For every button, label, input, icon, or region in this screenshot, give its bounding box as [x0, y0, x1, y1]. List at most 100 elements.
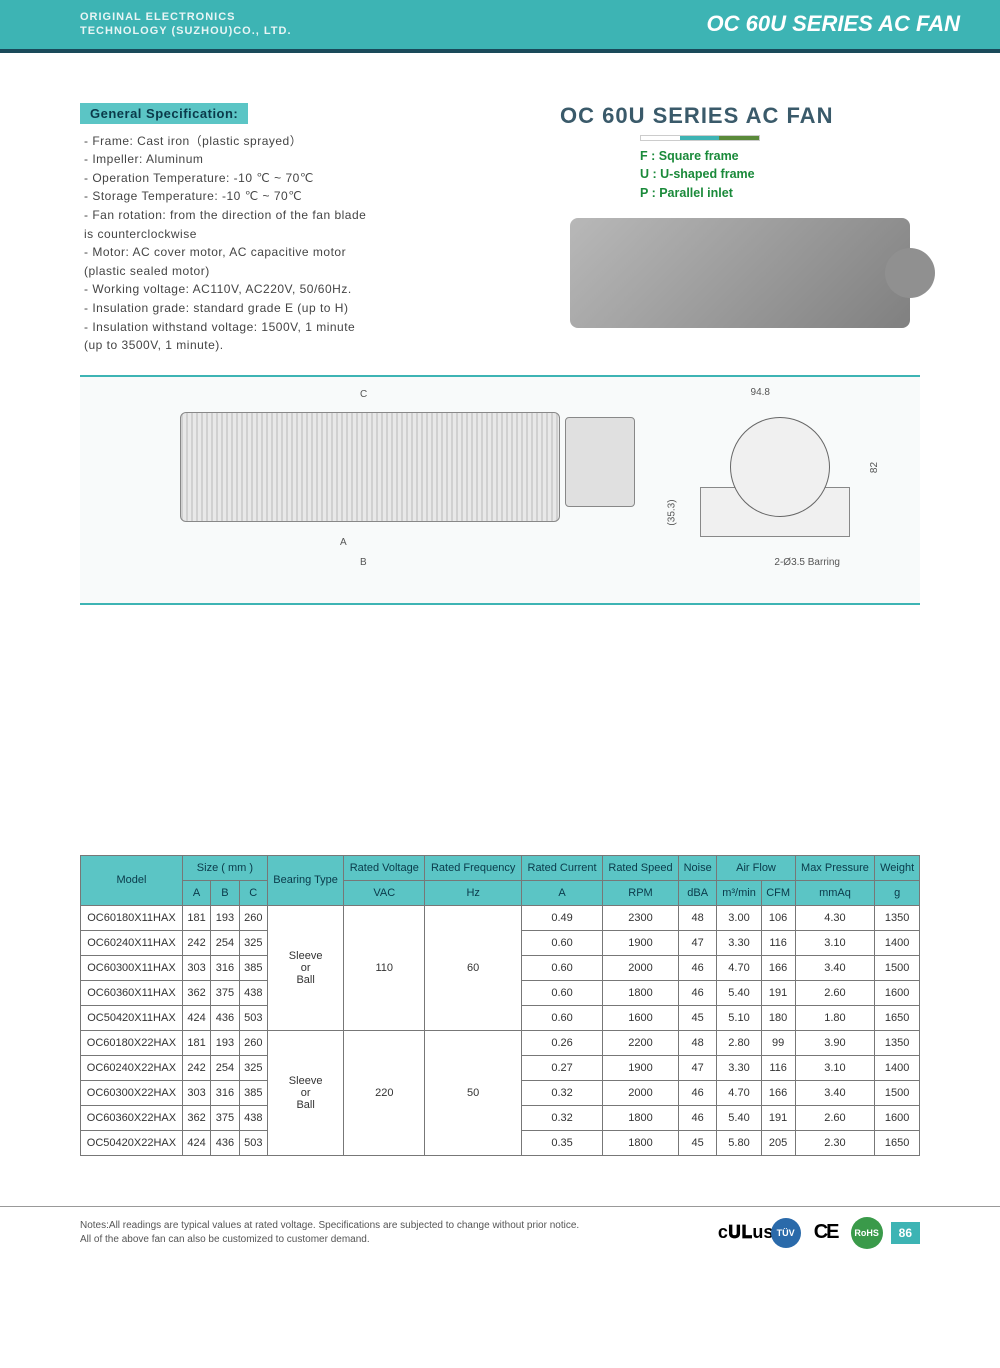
diagram-motor [565, 417, 635, 507]
dim-barring: 2-Ø3.5 Barring [774, 557, 840, 568]
cell-m3: 5.40 [717, 1105, 761, 1130]
cell-freq: 60 [425, 905, 522, 1030]
th-cfm: CFM [761, 880, 795, 905]
cell-cfm: 116 [761, 1055, 795, 1080]
cell-db: 45 [678, 1130, 716, 1155]
dimension-diagram: C A B 94.8 82 (35.3) 2-Ø3.5 Barring [80, 375, 920, 605]
cell-m3: 3.30 [717, 930, 761, 955]
cell-db: 46 [678, 1105, 716, 1130]
th-voltage: Rated Voltage [344, 855, 425, 880]
th-speed: Rated Speed [603, 855, 679, 880]
cell-cfm: 166 [761, 1080, 795, 1105]
cell-a: 242 [182, 930, 210, 955]
spec-item: - Operation Temperature: -10 ℃ ~ 70℃ [80, 169, 520, 188]
cell-model: OC60300X11HAX [81, 955, 183, 980]
cell-g: 1350 [875, 905, 920, 930]
cell-a: 424 [182, 1005, 210, 1030]
cell-a: 303 [182, 955, 210, 980]
spec-item: - Impeller: Aluminum [80, 150, 520, 169]
spec-item: - Insulation withstand voltage: 1500V, 1… [80, 318, 520, 337]
cell-rpm: 2200 [603, 1030, 679, 1055]
table-row: OC60180X11HAX 181 193 260Sleeve or Ball … [81, 905, 920, 930]
cell-mmaq: 2.60 [795, 980, 875, 1005]
footer-note1: Notes:All readings are typical values at… [80, 1219, 579, 1233]
cell-current: 0.26 [522, 1030, 603, 1055]
cell-mmaq: 3.10 [795, 930, 875, 955]
cell-g: 1500 [875, 1080, 920, 1105]
cell-g: 1600 [875, 1105, 920, 1130]
cell-model: OC60180X22HAX [81, 1030, 183, 1055]
spec-column: General Specification: - Frame: Cast iro… [80, 103, 520, 355]
cell-g: 1500 [875, 955, 920, 980]
cell-mmaq: 3.10 [795, 1055, 875, 1080]
th-hz: Hz [425, 880, 522, 905]
spec-table: Model Size ( mm ) Bearing Type Rated Vol… [80, 855, 920, 1156]
main-content: General Specification: - Frame: Cast iro… [0, 53, 1000, 1206]
th-pressure: Max Pressure [795, 855, 875, 880]
cell-cfm: 180 [761, 1005, 795, 1030]
cell-current: 0.35 [522, 1130, 603, 1155]
th-mmaq: mmAq [795, 880, 875, 905]
cell-current: 0.27 [522, 1055, 603, 1080]
cell-current: 0.60 [522, 980, 603, 1005]
th-airflow: Air Flow [717, 855, 795, 880]
cell-c: 503 [239, 1005, 267, 1030]
dim-c: C [360, 389, 367, 400]
spec-item: - Working voltage: AC110V, AC220V, 50/60… [80, 280, 520, 299]
cell-mmaq: 2.60 [795, 1105, 875, 1130]
spec-item: (plastic sealed motor) [80, 262, 520, 281]
cell-current: 0.32 [522, 1105, 603, 1130]
cell-rpm: 1900 [603, 1055, 679, 1080]
top-section: General Specification: - Frame: Cast iro… [80, 103, 920, 355]
cell-mmaq: 3.40 [795, 1080, 875, 1105]
cell-current: 0.49 [522, 905, 603, 930]
cell-g: 1400 [875, 1055, 920, 1080]
cell-db: 45 [678, 1005, 716, 1030]
th-weight: Weight [875, 855, 920, 880]
cell-b: 375 [211, 980, 239, 1005]
diagram-side-view [700, 407, 840, 547]
cell-db: 47 [678, 930, 716, 955]
cell-model: OC60360X22HAX [81, 1105, 183, 1130]
cell-c: 260 [239, 905, 267, 930]
th-current: Rated Current [522, 855, 603, 880]
th-amp: A [522, 880, 603, 905]
cell-voltage: 220 [344, 1030, 425, 1155]
cell-bearing: Sleeve or Ball [267, 905, 343, 1030]
cell-cfm: 166 [761, 955, 795, 980]
table-row: OC60180X22HAX 181 193 260Sleeve or Ball … [81, 1030, 920, 1055]
cell-model: OC60240X22HAX [81, 1055, 183, 1080]
cell-model: OC60300X22HAX [81, 1080, 183, 1105]
company-name: ORIGINAL ELECTRONICS TECHNOLOGY (SUZHOU)… [80, 10, 292, 39]
cell-b: 193 [211, 1030, 239, 1055]
frame-type-item: F : Square frame [640, 147, 920, 166]
page-footer: Notes:All readings are typical values at… [0, 1206, 1000, 1269]
spec-list: - Frame: Cast iron（plastic sprayed）- Imp… [80, 132, 520, 355]
th-freq: Rated Frequency [425, 855, 522, 880]
cell-b: 316 [211, 955, 239, 980]
cell-voltage: 110 [344, 905, 425, 1030]
diagram-fan-body [180, 412, 560, 522]
dim-948: 94.8 [751, 387, 770, 398]
color-bar-icon [640, 135, 760, 141]
cell-model: OC60240X11HAX [81, 930, 183, 955]
cell-c: 438 [239, 1105, 267, 1130]
th-b: B [211, 880, 239, 905]
cell-a: 303 [182, 1080, 210, 1105]
cell-a: 362 [182, 1105, 210, 1130]
cell-b: 193 [211, 905, 239, 930]
table-body: OC60180X11HAX 181 193 260Sleeve or Ball … [81, 905, 920, 1155]
th-rpm: RPM [603, 880, 679, 905]
cell-m3: 4.70 [717, 955, 761, 980]
dim-353: (35.3) [666, 499, 677, 525]
cell-rpm: 2000 [603, 1080, 679, 1105]
cell-mmaq: 3.40 [795, 955, 875, 980]
tuv-cert-icon: TÜV [771, 1218, 801, 1248]
cell-a: 181 [182, 905, 210, 930]
th-bearing: Bearing Type [267, 855, 343, 905]
cell-cfm: 106 [761, 905, 795, 930]
footer-note2: All of the above fan can also be customi… [80, 1233, 579, 1247]
cell-mmaq: 4.30 [795, 905, 875, 930]
rohs-cert-icon: RoHS [851, 1217, 883, 1249]
footer-notes: Notes:All readings are typical values at… [80, 1219, 579, 1247]
